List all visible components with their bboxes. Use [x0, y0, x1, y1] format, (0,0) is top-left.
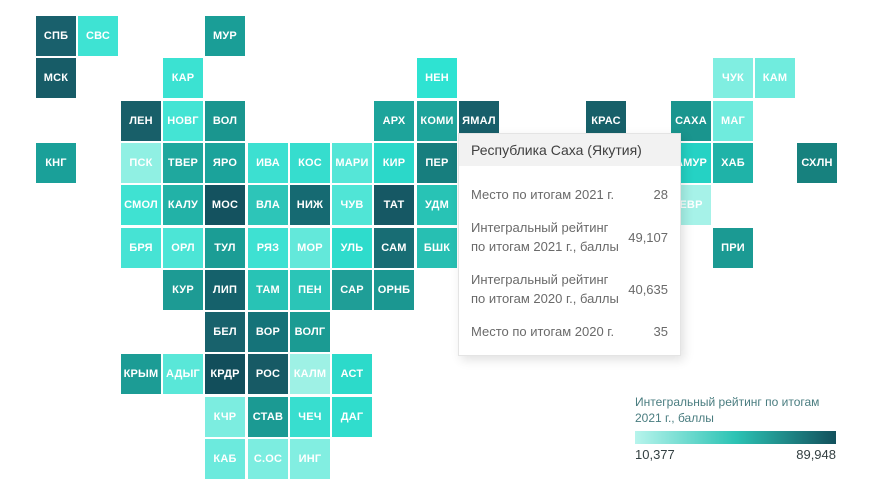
region-tile[interactable]: ПРИ [713, 228, 753, 268]
region-tile[interactable]: ВЛА [248, 185, 288, 225]
region-tooltip: Республика Саха (Якутия) Место по итогам… [458, 133, 681, 356]
region-tile[interactable]: УДМ [417, 185, 457, 225]
region-tile[interactable]: БШК [417, 228, 457, 268]
region-tile[interactable]: ЧУВ [332, 185, 372, 225]
region-tile[interactable]: ТУЛ [205, 228, 245, 268]
region-tile[interactable]: КРЫМ [121, 354, 161, 394]
tooltip-row-label: Место по итогам 2020 г. [471, 323, 615, 339]
region-tile[interactable]: КАЛМ [290, 354, 330, 394]
region-tile[interactable]: МАГ [713, 101, 753, 141]
tooltip-row: Интегральный рейтинг по итогам 2021 г., … [471, 218, 668, 257]
region-tile[interactable]: МОС [205, 185, 245, 225]
region-tile[interactable]: КЧР [205, 397, 245, 437]
region-tile[interactable]: КИР [374, 143, 414, 183]
region-tile[interactable]: ОРЛ [163, 228, 203, 268]
legend-max-value: 89,948 [796, 446, 836, 462]
region-tile[interactable]: ЛИП [205, 270, 245, 310]
region-tile[interactable]: БЕЛ [205, 312, 245, 352]
legend-gradient-bar [635, 430, 836, 444]
region-tile[interactable]: ОРНБ [374, 270, 414, 310]
region-tile[interactable]: КУР [163, 270, 203, 310]
region-tile[interactable]: БРЯ [121, 228, 161, 268]
region-tile[interactable]: РОС [248, 354, 288, 394]
tooltip-row-value: 40,635 [628, 281, 668, 297]
region-tile[interactable]: ДАГ [332, 397, 372, 437]
region-tile[interactable]: КРДР [205, 354, 245, 394]
region-tile[interactable]: СМОЛ [121, 185, 161, 225]
region-tile[interactable]: ВОЛГ [290, 312, 330, 352]
tooltip-row-value: 49,107 [628, 229, 668, 245]
region-tile[interactable]: АРХ [374, 101, 414, 141]
region-tile[interactable]: ТВЕР [163, 143, 203, 183]
tooltip-row-value: 35 [653, 323, 668, 339]
legend-labels: 10,377 89,948 [635, 447, 836, 462]
tooltip-row-value: 28 [653, 187, 668, 203]
tooltip-row-label: Интегральный рейтинг по итогам 2021 г., … [471, 219, 619, 255]
region-tile[interactable]: С.ОС [248, 439, 288, 479]
region-tile[interactable]: КАЛУ [163, 185, 203, 225]
region-tile[interactable]: АСТ [332, 354, 372, 394]
region-tile[interactable]: НЕН [417, 58, 457, 98]
region-tile[interactable]: АДЫГ [163, 354, 203, 394]
region-tile[interactable]: СТАВ [248, 397, 288, 437]
tooltip-region-name: Республика Саха (Якутия) [459, 134, 680, 166]
legend-min-value: 10,377 [635, 446, 675, 462]
region-tile[interactable]: НОВГ [163, 101, 203, 141]
region-tile[interactable]: ИНГ [290, 439, 330, 479]
region-tile[interactable]: ТАТ [374, 185, 414, 225]
region-tile[interactable]: КНГ [36, 143, 76, 183]
tooltip-body: Место по итогам 2021 г. 28 Интегральный … [459, 166, 680, 355]
region-tile[interactable]: МСК [36, 58, 76, 98]
region-tile[interactable]: КАМ [755, 58, 795, 98]
region-tile[interactable]: КОМИ [417, 101, 457, 141]
region-tile[interactable]: КАР [163, 58, 203, 98]
region-tile[interactable]: ЧЕЧ [290, 397, 330, 437]
region-tile[interactable]: РЯЗ [248, 228, 288, 268]
legend-title-line1: Интегральный рейтинг по итогам [635, 395, 820, 409]
region-tile[interactable]: САМ [374, 228, 414, 268]
region-tile[interactable]: КОС [290, 143, 330, 183]
region-tile[interactable]: СВС [78, 16, 118, 56]
region-tile[interactable]: ИВА [248, 143, 288, 183]
region-tile[interactable]: УЛЬ [332, 228, 372, 268]
region-tile[interactable]: ЯРО [205, 143, 245, 183]
tooltip-row: Место по итогам 2020 г. 35 [471, 322, 668, 342]
legend-title-line2: 2021 г., баллы [635, 410, 714, 425]
region-tile[interactable]: СПБ [36, 16, 76, 56]
tooltip-row-label: Интегральный рейтинг по итогам 2020 г., … [471, 271, 619, 307]
region-tile[interactable]: ЧУК [713, 58, 753, 98]
region-tile[interactable]: ХАБ [713, 143, 753, 183]
region-tile[interactable]: ВОР [248, 312, 288, 352]
region-tile[interactable]: ПЕР [417, 143, 457, 183]
region-tile[interactable]: СХЛН [797, 143, 837, 183]
region-tile[interactable]: ПСК [121, 143, 161, 183]
region-tile[interactable]: МОР [290, 228, 330, 268]
tooltip-row: Интегральный рейтинг по итогам 2020 г., … [471, 270, 668, 309]
region-tile[interactable]: МУР [205, 16, 245, 56]
region-tile[interactable]: ЛЕН [121, 101, 161, 141]
region-tile[interactable]: ПЕН [290, 270, 330, 310]
region-tile[interactable]: САХА [671, 101, 711, 141]
color-legend: Интегральный рейтинг по итогам 2021 г., … [635, 395, 836, 462]
tooltip-row-label: Место по итогам 2021 г. [471, 187, 615, 202]
tooltip-row: Место по итогам 2021 г. 28 [471, 185, 668, 205]
region-tile[interactable]: НИЖ [290, 185, 330, 225]
region-tile[interactable]: САР [332, 270, 372, 310]
region-tile[interactable]: ТАМ [248, 270, 288, 310]
legend-title: Интегральный рейтинг по итогам 2021 г., … [635, 395, 836, 427]
region-tile[interactable]: ВОЛ [205, 101, 245, 141]
region-tile[interactable]: МАРИ [332, 143, 372, 183]
region-tile[interactable]: КАБ [205, 439, 245, 479]
